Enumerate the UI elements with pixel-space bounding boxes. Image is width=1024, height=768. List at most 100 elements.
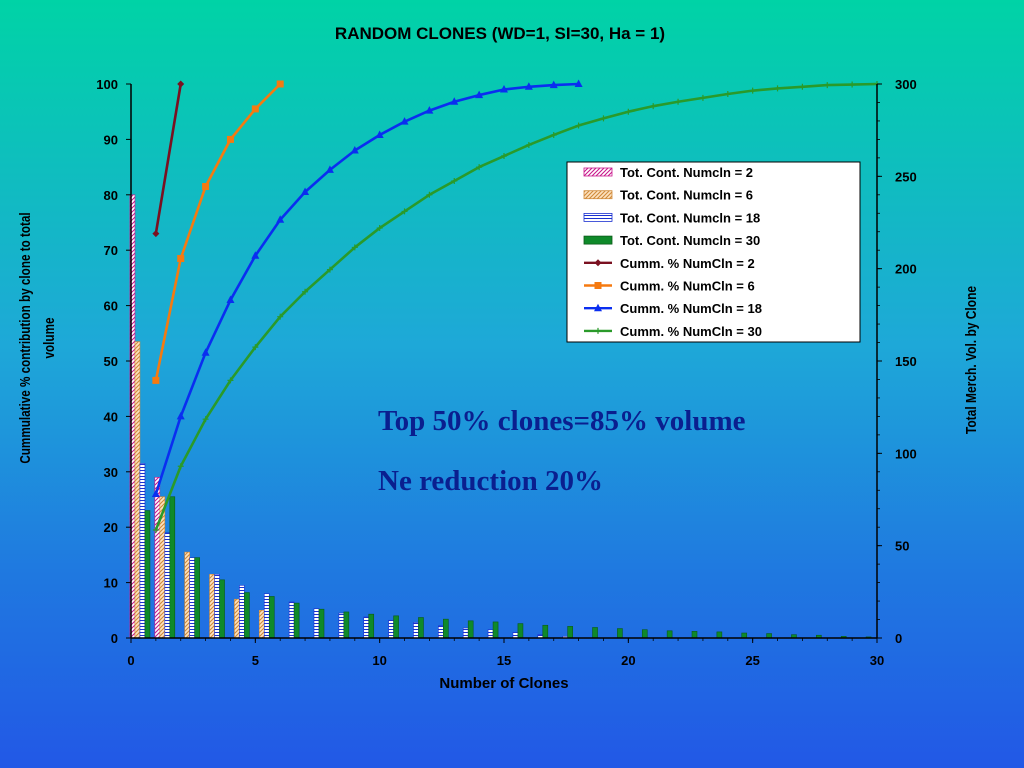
bar-4-18 — [567, 626, 573, 639]
cumm-point-2-2 — [177, 255, 185, 263]
cumm-point-4-10 — [376, 225, 383, 232]
y-right-tick-label: 100 — [895, 446, 917, 461]
bar-4-4 — [219, 579, 225, 639]
cumm-point-4-1 — [152, 526, 159, 533]
cumm-point-4-21 — [650, 103, 657, 110]
y-left-tick-label: 80 — [104, 188, 118, 203]
bars-layer — [129, 194, 872, 639]
y-right-tick-label: 250 — [895, 169, 917, 184]
chart-title: RANDOM CLONES (WD=1, SI=30, Ha = 1) — [335, 24, 665, 43]
legend-label-bar-2: Tot. Cont. Numcln = 6 — [620, 188, 753, 203]
bar-3-1 — [139, 463, 146, 639]
bar-2-6 — [258, 609, 265, 639]
bar-3-10 — [363, 616, 370, 639]
cumm-point-4-8 — [326, 266, 333, 273]
legend-marker-4 — [595, 327, 601, 334]
bar-4-2 — [169, 496, 176, 639]
cumm-point-2-4 — [226, 135, 234, 143]
bar-1-2 — [154, 477, 161, 639]
lines-layer — [151, 79, 880, 533]
cumm-line-2 — [154, 83, 282, 381]
legend-marker-3 — [594, 303, 602, 312]
cumm-point-4-14 — [476, 164, 483, 171]
ticks-layer: 0 5 10 15 20 25 300102030405060708090100050100… — [96, 77, 916, 668]
bar-2-5 — [234, 598, 240, 639]
cumm-point-3-10 — [375, 130, 384, 138]
cumm-line-3 — [154, 82, 579, 495]
bar-4-14 — [467, 620, 474, 639]
bar-4-21 — [641, 629, 648, 639]
bar-4-13 — [443, 618, 449, 639]
cumm-point-1-1 — [152, 230, 160, 238]
legend-label-bar-3: Tot. Cont. Numcln = 18 — [620, 210, 760, 225]
bar-2-1 — [134, 341, 141, 639]
cumm-point-3-9 — [350, 145, 359, 154]
bar-2-4 — [209, 573, 215, 639]
cumm-point-3-14 — [475, 90, 484, 99]
cumm-point-4-5 — [252, 344, 259, 351]
cumm-point-4-9 — [351, 244, 358, 251]
cumm-point-3-11 — [400, 117, 409, 125]
bar-4-3 — [194, 557, 200, 639]
bar-3-16 — [512, 632, 519, 639]
bar-3-7 — [288, 601, 295, 639]
cumm-point-4-3 — [202, 416, 209, 423]
cumm-point-4-23 — [699, 94, 706, 101]
cumm-point-3-5 — [251, 251, 260, 259]
cumm-point-4-16 — [525, 141, 532, 148]
bar-4-11 — [393, 615, 399, 639]
cumm-point-4-17 — [550, 131, 557, 138]
y-right-tick-label: 300 — [895, 77, 917, 92]
bar-3-8 — [313, 608, 320, 639]
bar-3-6 — [263, 593, 270, 639]
bar-3-3 — [189, 557, 195, 639]
cumm-point-3-15 — [500, 85, 508, 93]
bar-4-24 — [716, 631, 723, 639]
cumm-point-4-22 — [675, 98, 682, 105]
cumm-point-3-2 — [176, 411, 185, 420]
cumm-point-4-7 — [302, 288, 309, 295]
bar-3-2 — [164, 532, 171, 639]
x-tick-label: 0 — [127, 653, 134, 668]
y-right-tick-label: 0 — [895, 631, 902, 646]
y-left-tick-label: 90 — [104, 132, 118, 147]
legend-label-line-4: Cumm. % NumCln = 30 — [620, 324, 762, 339]
bar-4-7 — [293, 602, 300, 639]
x-tick-label: 10 — [372, 653, 386, 668]
cumm-point-3-7 — [301, 187, 310, 196]
bar-4-15 — [492, 621, 499, 639]
legend-marker-2 — [594, 282, 602, 289]
cumm-point-2-5 — [251, 105, 259, 113]
legend-label-bar-1: Tot. Cont. Numcln = 2 — [620, 165, 753, 180]
y-left-tick-label: 0 — [111, 631, 118, 646]
y-left-tick-label: 20 — [104, 520, 118, 535]
y-axis-left-label: Cummulative % contribution by clone to t… — [17, 212, 58, 463]
x-tick-label: 30 — [870, 653, 884, 668]
cumm-point-4-19 — [600, 115, 607, 122]
bar-3-14 — [462, 627, 469, 639]
cumm-point-3-8 — [325, 165, 334, 173]
cumm-point-4-24 — [724, 90, 731, 97]
cumm-point-2-6 — [276, 80, 284, 88]
y-left-tick-label: 10 — [104, 576, 118, 591]
bar-3-5 — [239, 585, 245, 639]
cumm-point-4-2 — [177, 463, 184, 470]
bar-3-13 — [438, 625, 444, 639]
x-tick-label: 25 — [745, 653, 759, 668]
legend-label-line-3: Cumm. % NumCln = 18 — [620, 301, 762, 316]
cumm-point-4-20 — [625, 108, 632, 115]
bar-3-12 — [413, 622, 419, 639]
annotation-top-clones: Top 50% clones=85% volume — [378, 405, 746, 437]
cumm-point-4-13 — [451, 177, 458, 184]
y-left-tick-label: 70 — [104, 243, 118, 258]
bar-4-9 — [343, 611, 350, 639]
bar-4-19 — [592, 627, 598, 639]
bar-4-10 — [368, 613, 375, 639]
x-axis-label: Number of Clones — [439, 675, 568, 692]
cumm-point-1-2 — [177, 80, 185, 88]
cumm-point-4-28 — [824, 82, 831, 89]
cumm-point-4-25 — [749, 87, 756, 94]
cumm-point-4-18 — [575, 122, 582, 129]
bar-4-20 — [617, 628, 623, 639]
bar-4-6 — [268, 596, 275, 639]
